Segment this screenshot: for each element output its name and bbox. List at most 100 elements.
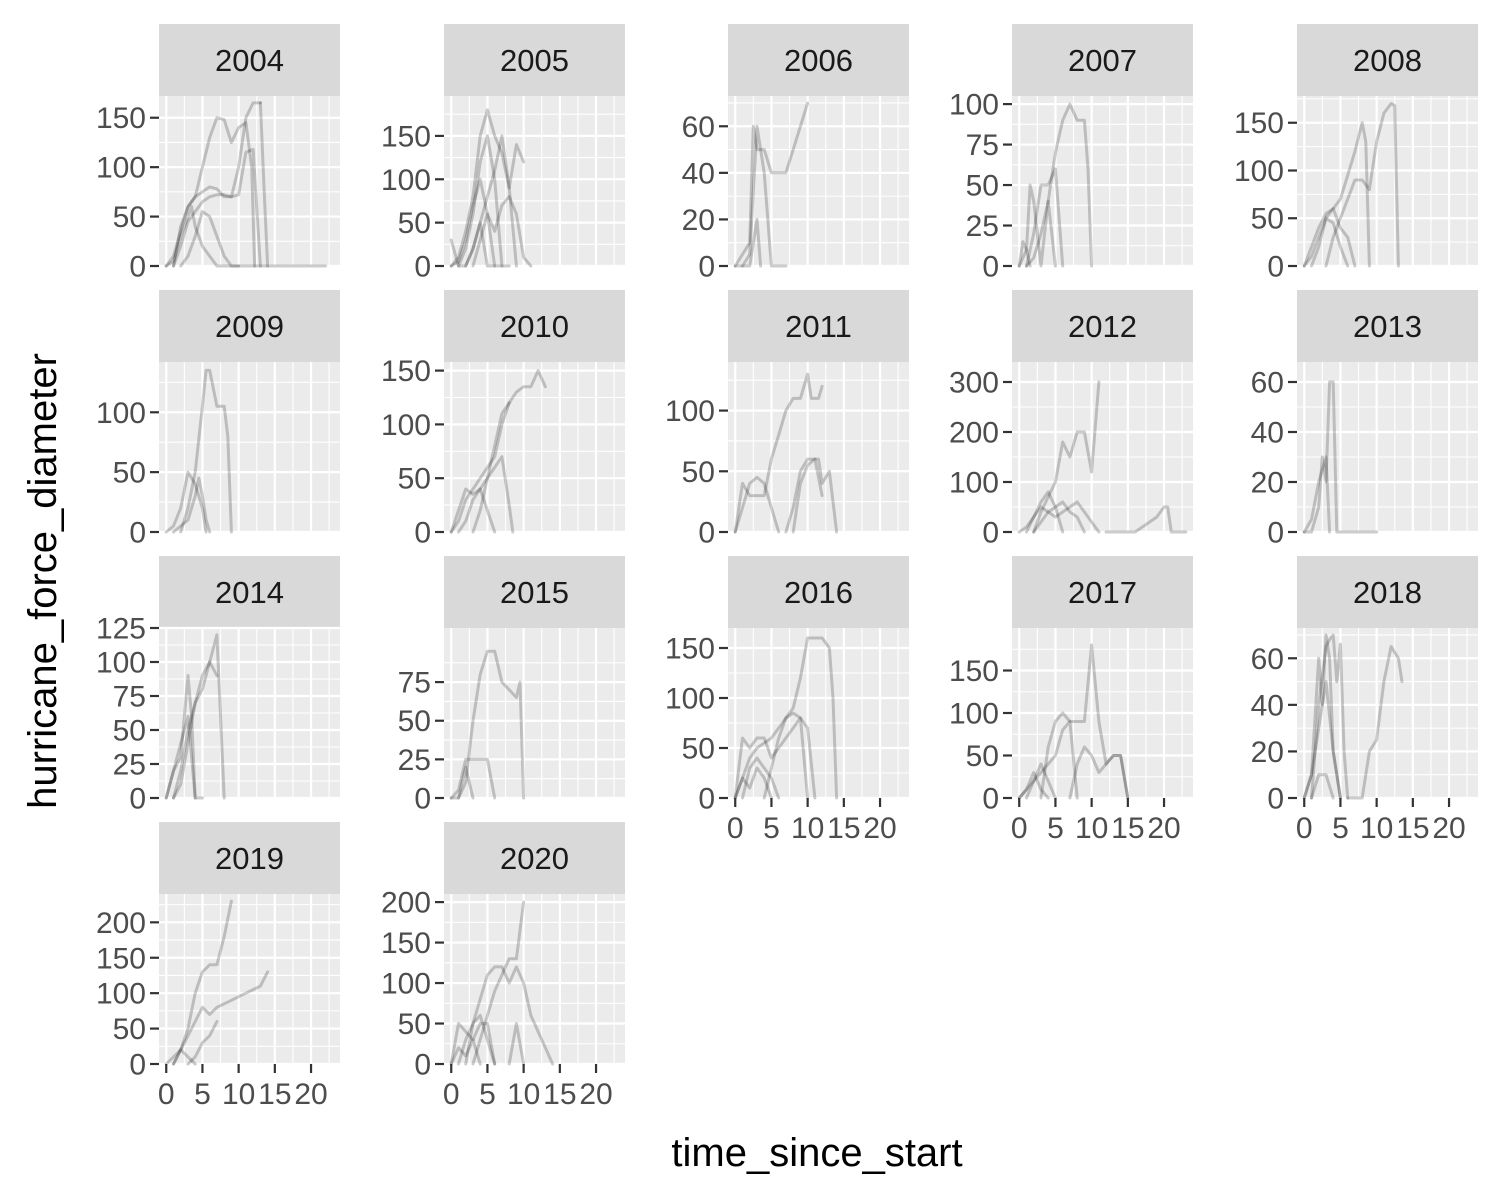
series-line-2017-2 [1017,720,1079,800]
y-tick-label: 0 [414,251,431,284]
facet-strip [444,24,625,96]
series-line-2019-3 [186,1020,219,1066]
series-line-2004-1 [164,205,270,268]
y-tick-label: 0 [414,517,431,550]
y-tick-label: 0 [414,783,431,816]
facet-panel-2005: 2005 0 50 100 150 [381,24,625,284]
y-tick-label: 100 [665,683,715,716]
gridlines [1012,96,1193,268]
y-tick-label: 150 [381,120,431,153]
x-axis: 0 5 10 15 20 [727,798,897,845]
y-tick-label: 50 [682,456,715,489]
y-tick-label: 100 [96,397,146,430]
y-tick-label: 0 [414,1049,431,1082]
y-tick-label: 25 [398,744,431,777]
facet-panel-2004: 2004 0 50 100 150 [96,24,340,284]
series-line-2011-3 [784,457,839,534]
y-tick-label: 25 [113,749,146,782]
y-tick-label: 50 [113,1013,146,1046]
x-tick-label: 10 [507,1078,540,1111]
series-line-2005-6 [449,221,511,268]
series-line-2007-1 [1025,102,1094,268]
y-tick-label: 50 [113,715,146,748]
panel-background [728,96,909,266]
facet-strip [728,556,909,628]
facet-strip [159,290,340,362]
x-tick-label: 10 [791,812,824,845]
series-line-2015-1 [457,649,526,800]
facet-strip-label: 2016 [784,575,853,610]
gridlines [444,894,625,1066]
series-line-2006-3 [741,217,763,268]
y-axis: 0 50 100 150 [96,102,159,284]
y-axis: 0 50 100 150 [381,120,444,284]
series-line-2007-2 [1017,183,1057,268]
series-line-2020-6 [449,1038,482,1066]
facet-strip [444,822,625,894]
panel-background [728,628,909,798]
x-tick-label: 10 [1075,812,1108,845]
series-line-2014-3 [172,660,219,800]
facet-strip [159,822,340,894]
y-axis-title: hurricane_force_diameter [21,353,65,809]
y-tick-label: 20 [1251,467,1284,500]
y-axis: 0 25 50 75 100 [949,89,1012,284]
y-tick-label: 0 [1267,783,1284,816]
x-tick-label: 15 [1396,812,1429,845]
series-line-2007-3 [1025,167,1065,268]
y-axis: 0 100 200 300 [949,367,1012,550]
y-tick-label: 100 [96,152,146,185]
y-tick-label: 150 [96,942,146,975]
y-tick-label: 50 [1251,203,1284,236]
series-line-2012-3 [1025,490,1065,534]
series-line-2006-1 [733,101,810,268]
series-line-2017-1 [1039,643,1130,800]
series-line-2010-1 [471,369,547,534]
y-tick-label: 150 [949,655,999,688]
series-line-2004-3 [164,101,262,268]
panel-background [1297,628,1478,798]
series-line-2010-3 [449,487,497,534]
series-line-2016-5 [733,766,773,800]
y-tick-label: 75 [966,129,999,162]
y-tick-label: 50 [113,201,146,234]
x-axis-title: time_since_start [671,1131,962,1175]
x-tick-label: 0 [1011,812,1028,845]
y-axis: 0 50 100 150 [665,633,728,816]
y-tick-label: 100 [96,978,146,1011]
y-tick-label: 0 [698,517,715,550]
y-tick-label: 0 [982,517,999,550]
series-line-2020-2 [464,965,555,1066]
series-line-2007-4 [1017,240,1032,268]
series-line-2004-6 [179,210,241,268]
series-lines [164,101,327,268]
series-line-2017-4 [1025,762,1057,800]
facet-strip-label: 2020 [500,841,569,876]
y-tick-label: 50 [966,170,999,203]
series-line-2017-3 [1068,745,1130,800]
facet-strip-label: 2019 [215,841,284,876]
y-tick-label: 0 [982,251,999,284]
panel-background [1012,362,1193,532]
y-tick-label: 50 [682,733,715,766]
facet-strip [1012,556,1193,628]
facet-strip-label: 2006 [784,43,853,78]
gridlines [728,628,909,800]
y-tick-label: 20 [682,204,715,237]
panel-background [444,362,625,532]
gridlines [1297,628,1478,800]
series-lines [164,899,270,1066]
gridlines [159,894,340,1066]
x-tick-label: 5 [1332,812,1349,845]
series-line-2016-1 [762,636,839,800]
facet-panel-2015: 2015 0 25 50 75 [398,556,625,816]
series-lines [1017,380,1188,534]
y-tick-label: 60 [1251,367,1284,400]
series-line-2020-1 [471,900,526,1066]
y-tick-label: 100 [665,395,715,428]
facet-strip-label: 2011 [785,309,852,344]
y-tick-label: 300 [949,367,999,400]
facet-strip-label: 2012 [1068,309,1137,344]
